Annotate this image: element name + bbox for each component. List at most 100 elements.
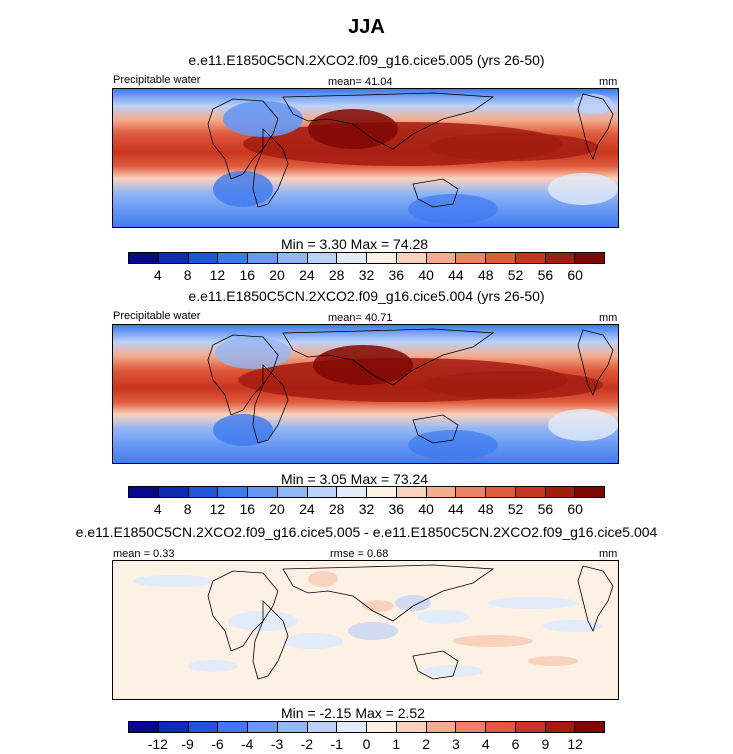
colorbar-3	[128, 721, 605, 733]
colorbar-swatch	[575, 722, 604, 732]
colorbar-swatch	[575, 253, 604, 263]
panel-1-field	[113, 89, 618, 227]
colorbar-tick-label: 32	[358, 267, 375, 283]
panel-1-minmax: Min = 3.30 Max = 74.28	[281, 236, 429, 252]
colorbar-swatch	[218, 253, 248, 263]
colorbar-tick-label: 12	[567, 736, 583, 752]
colorbar-swatch	[396, 487, 427, 497]
panel-1-title: e.e11.E1850C5CN.2XCO2.f09_g16.cice5.005 …	[188, 52, 545, 68]
colorbar-tick-label: -2	[300, 736, 314, 752]
colorbar-swatch	[575, 487, 604, 497]
colorbar-swatch	[129, 487, 159, 497]
colorbar-tick-label: 52	[507, 267, 524, 283]
colorbar-swatch	[545, 253, 576, 263]
colorbar-tick-label: 4	[481, 736, 490, 752]
colorbar-tick-label: 44	[448, 501, 464, 517]
panel-3-minmax: Min = -2.15 Max = 2.52	[281, 705, 425, 721]
colorbar-tick-label: -3	[270, 736, 284, 752]
colorbar-swatch	[337, 722, 367, 732]
panel-2-map	[112, 324, 619, 464]
colorbar-2	[128, 486, 605, 498]
colorbar-swatch	[367, 722, 397, 732]
colorbar-tick-label: 40	[418, 501, 434, 517]
colorbar-swatch	[188, 487, 219, 497]
colorbar-swatch	[307, 487, 338, 497]
colorbar-tick-label: 36	[388, 267, 405, 283]
colorbar-swatch	[337, 253, 367, 263]
colorbar-swatch	[158, 722, 189, 732]
colorbar-swatch	[188, 722, 219, 732]
colorbar-swatch	[396, 722, 427, 732]
colorbar-tick-label: 6	[511, 736, 520, 752]
colorbar-swatch	[515, 722, 546, 732]
colorbar-3-ticks: -12 -9 -6 -4 -3 -2 -1 0 1 2 3 4 6 9 12	[128, 736, 605, 752]
panel-1-map	[112, 88, 619, 228]
colorbar-swatch	[456, 487, 486, 497]
colorbar-tick-label: -1	[330, 736, 343, 752]
colorbar-tick-label: 20	[269, 501, 285, 517]
colorbar-tick-label: 48	[477, 501, 494, 517]
panel-2-variable-label: Precipitable water	[113, 310, 201, 322]
colorbar-tick-label: 20	[269, 267, 285, 283]
colorbar-swatch	[486, 722, 516, 732]
panel-1-variable-label: Precipitable water	[113, 74, 201, 86]
colorbar-swatch	[307, 722, 338, 732]
colorbar-tick-label: 56	[537, 267, 554, 283]
colorbar-tick-label: 60	[567, 501, 583, 517]
colorbar-tick-label: -4	[241, 736, 254, 752]
colorbar-swatch	[456, 722, 486, 732]
colorbar-swatch	[129, 722, 159, 732]
colorbar-swatch	[426, 487, 457, 497]
colorbar-tick-label: 32	[358, 501, 375, 517]
colorbar-tick-label: 28	[328, 267, 345, 283]
colorbar-tick-label: 12	[209, 267, 226, 283]
colorbar-tick-label: 16	[239, 267, 256, 283]
panel-2-field	[113, 325, 618, 463]
colorbar-swatch	[277, 487, 308, 497]
panel-3-mean-label: mean = 0.33	[113, 548, 175, 560]
colorbar-tick-label: 3	[452, 736, 460, 752]
colorbar-swatch	[218, 722, 248, 732]
colorbar-swatch	[515, 487, 546, 497]
colorbar-swatch	[515, 253, 546, 263]
colorbar-swatch	[158, 487, 189, 497]
colorbar-swatch	[188, 253, 219, 263]
panel-1-mean-label: mean= 41.04	[328, 76, 393, 88]
colorbar-tick-label: 8	[183, 267, 192, 283]
panel-3-field	[113, 561, 618, 699]
panel-2-minmax: Min = 3.05 Max = 73.24	[281, 471, 429, 487]
colorbar-tick-label: 56	[537, 501, 554, 517]
colorbar-swatch	[426, 722, 457, 732]
colorbar-swatch	[277, 253, 308, 263]
panel-3-title: e.e11.E1850C5CN.2XCO2.f09_g16.cice5.005 …	[75, 524, 658, 540]
colorbar-swatch	[218, 487, 248, 497]
colorbar-1	[128, 252, 605, 264]
colorbar-tick-label: 52	[507, 501, 524, 517]
colorbar-tick-label: 60	[567, 267, 583, 283]
colorbar-swatch	[337, 487, 367, 497]
colorbar-tick-label: 48	[477, 267, 494, 283]
panel-2-mean-label: mean= 40.71	[328, 312, 393, 324]
colorbar-tick-label: 8	[183, 501, 192, 517]
figure-title: JJA	[348, 16, 385, 38]
colorbar-1-ticks: 4 8 12 16 20 24 28 32 36 40 44 48 52 56 60	[128, 267, 605, 283]
panel-2-units-label: mm	[599, 312, 618, 324]
panel-3-map	[112, 560, 619, 700]
colorbar-swatch	[456, 253, 486, 263]
panel-1-units-label: mm	[599, 76, 618, 88]
colorbar-swatch	[486, 487, 516, 497]
colorbar-swatch	[396, 253, 427, 263]
colorbar-tick-label: 1	[392, 736, 401, 752]
colorbar-swatch	[486, 253, 516, 263]
colorbar-swatch	[158, 253, 189, 263]
colorbar-swatch	[248, 487, 278, 497]
colorbar-swatch	[248, 722, 278, 732]
colorbar-swatch	[248, 253, 278, 263]
colorbar-tick-label: 12	[209, 501, 226, 517]
colorbar-swatch	[277, 722, 308, 732]
colorbar-tick-label: 36	[388, 501, 405, 517]
colorbar-swatch	[545, 722, 576, 732]
colorbar-swatch	[426, 253, 457, 263]
panel-3-rmse-label: rmse = 0.68	[330, 548, 389, 560]
colorbar-swatch	[129, 253, 159, 263]
